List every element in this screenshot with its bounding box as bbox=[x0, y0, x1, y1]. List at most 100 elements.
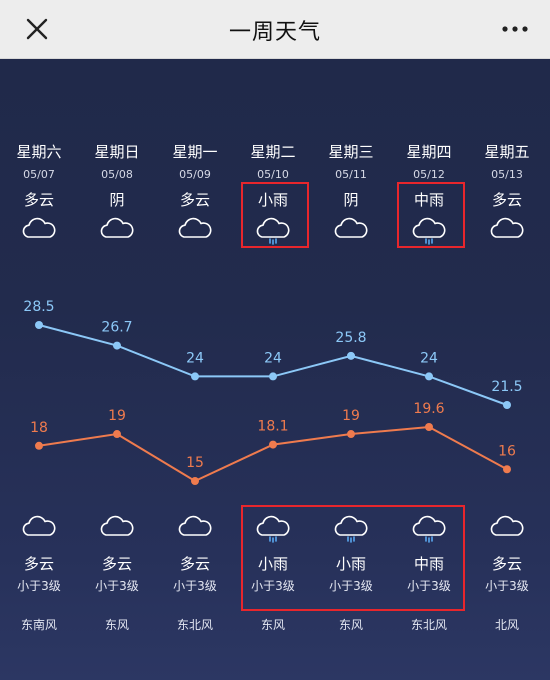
low-temperature-label: 16 bbox=[498, 443, 516, 459]
weather-icon-bottom bbox=[97, 513, 137, 541]
date-label: 05/11 bbox=[335, 168, 367, 181]
weather-label-bottom: 中雨 bbox=[413, 555, 444, 573]
weather-label: 多云 bbox=[491, 191, 522, 209]
weather-icon-top bbox=[409, 215, 449, 245]
weather-label-bottom: 小雨 bbox=[335, 555, 366, 573]
wind-direction-label: 东北风 bbox=[410, 618, 447, 632]
weather-label-bottom: 多云 bbox=[23, 555, 54, 573]
weather-icon-bottom bbox=[487, 513, 527, 541]
high-temperature-label: 21.5 bbox=[491, 379, 522, 395]
title-bar: 一周天气 bbox=[0, 0, 550, 59]
wind-level-label: 小于3级 bbox=[251, 579, 295, 593]
weather-label: 多云 bbox=[23, 191, 54, 209]
weather-icon-top bbox=[19, 215, 59, 243]
close-button[interactable] bbox=[22, 14, 52, 44]
wind-direction-label: 东风 bbox=[338, 618, 363, 632]
weather-icon-top bbox=[97, 215, 137, 243]
cloud-icon bbox=[22, 515, 56, 536]
low-temperature-label: 15 bbox=[186, 455, 204, 471]
weather-label: 小雨 bbox=[257, 191, 288, 209]
weather-label-bottom: 多云 bbox=[179, 555, 210, 573]
weather-icon-bottom bbox=[19, 513, 59, 541]
low-temperature-point bbox=[113, 430, 121, 439]
low-temperature-point bbox=[269, 440, 277, 449]
weekday-label: 星期六 bbox=[16, 143, 62, 161]
cloud-icon bbox=[334, 217, 368, 238]
wind-direction-label: 东北风 bbox=[176, 618, 213, 632]
cloud-icon bbox=[490, 217, 524, 238]
more-button[interactable] bbox=[498, 14, 532, 44]
high-temperature-point bbox=[503, 401, 511, 409]
low-temperature-point bbox=[191, 477, 199, 485]
high-temperature-point bbox=[191, 372, 199, 381]
high-temperature-point bbox=[269, 372, 277, 381]
weather-label-bottom: 多云 bbox=[491, 555, 522, 573]
weather-label: 中雨 bbox=[413, 191, 444, 209]
date-label: 05/13 bbox=[491, 168, 523, 181]
weekday-label: 星期三 bbox=[328, 143, 374, 161]
weather-icon-bottom bbox=[253, 513, 293, 543]
wind-direction-label: 东南风 bbox=[20, 618, 57, 632]
low-temperature-point bbox=[35, 441, 43, 450]
weekday-label: 星期五 bbox=[484, 143, 530, 161]
low-temperature-label: 18 bbox=[30, 420, 48, 436]
weather-label: 多云 bbox=[179, 191, 210, 209]
wind-level-label: 小于3级 bbox=[17, 579, 61, 593]
wind-level-label: 小于3级 bbox=[173, 579, 217, 593]
weather-icon-bottom bbox=[175, 513, 215, 541]
high-temperature-label: 26.7 bbox=[101, 320, 132, 336]
highlight-box-top bbox=[397, 182, 465, 248]
weather-icon-top bbox=[253, 215, 293, 245]
date-label: 05/12 bbox=[413, 168, 445, 181]
wind-level-label: 小于3级 bbox=[485, 579, 529, 593]
high-temperature-point bbox=[113, 341, 121, 350]
high-temperature-label: 28.5 bbox=[23, 299, 54, 315]
low-temperature-point bbox=[503, 465, 511, 474]
high-temperature-label: 25.8 bbox=[335, 330, 366, 346]
high-temperature-label: 24 bbox=[186, 350, 204, 366]
low-temperature-label: 18.1 bbox=[257, 419, 288, 435]
low-temperature-line bbox=[38, 425, 508, 483]
weather-icon-top bbox=[175, 215, 215, 243]
wind-direction-label: 东风 bbox=[260, 618, 285, 632]
low-temperature-label: 19 bbox=[108, 408, 126, 424]
high-temperature-point bbox=[347, 351, 355, 360]
low-temperature-point bbox=[347, 430, 355, 439]
low-temperature-label: 19.6 bbox=[413, 401, 444, 417]
high-temperature-point bbox=[425, 372, 433, 381]
wind-direction-label: 北风 bbox=[494, 618, 519, 632]
weather-label-bottom: 多云 bbox=[101, 555, 132, 573]
wind-level-label: 小于3级 bbox=[407, 579, 451, 593]
rain-cloud-icon bbox=[412, 217, 446, 245]
weather-label-bottom: 小雨 bbox=[257, 555, 288, 573]
date-label: 05/07 bbox=[23, 168, 55, 181]
weather-icon-top bbox=[487, 215, 527, 243]
wind-level-label: 小于3级 bbox=[95, 579, 139, 593]
close-icon bbox=[26, 18, 48, 40]
cloud-icon bbox=[178, 515, 212, 536]
cloud-icon bbox=[178, 217, 212, 238]
cloud-icon bbox=[100, 515, 134, 536]
weather-icon-bottom bbox=[331, 513, 371, 543]
weekday-label: 星期二 bbox=[250, 143, 296, 161]
high-temperature-label: 24 bbox=[420, 350, 438, 366]
rain-cloud-icon bbox=[412, 515, 446, 543]
date-label: 05/08 bbox=[101, 168, 133, 181]
high-temperature-label: 24 bbox=[264, 350, 282, 366]
wind-direction-label: 东风 bbox=[104, 618, 129, 632]
rain-cloud-icon bbox=[256, 515, 290, 543]
weather-icon-bottom bbox=[409, 513, 449, 543]
rain-cloud-icon bbox=[256, 217, 290, 245]
cloud-icon bbox=[490, 515, 524, 536]
wind-level-label: 小于3级 bbox=[329, 579, 373, 593]
date-label: 05/10 bbox=[257, 168, 289, 181]
weekday-label: 星期日 bbox=[94, 143, 140, 161]
temperature-chart: 28.5 26.7 24 24 25.8 24 21.5 18 19 15 18.1 19 19.6 16 bbox=[23, 299, 523, 485]
high-temperature-point bbox=[35, 321, 43, 329]
weekday-label: 星期四 bbox=[406, 143, 452, 161]
weather-icon-top bbox=[331, 215, 371, 243]
cloud-icon bbox=[100, 217, 134, 238]
date-label: 05/09 bbox=[179, 168, 211, 181]
weekly-weather-panel: 星期六 05/07 多云 多云 小于3级 东南风 星期日 05/08 阴多云 小于3级 东风 星期一 0… bbox=[0, 59, 550, 680]
page-title: 一周天气 bbox=[228, 20, 321, 45]
